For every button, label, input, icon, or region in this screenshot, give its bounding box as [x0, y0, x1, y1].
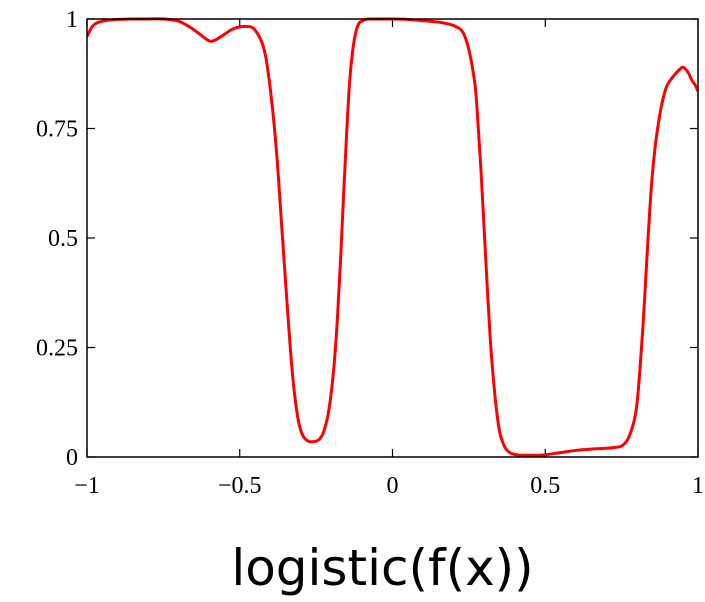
x-tick-label: 0	[387, 473, 399, 499]
x-axis-label: logistic(f(x))	[231, 539, 533, 597]
labels-layer: −1 −0.5 0 0.5 1 0 0.25 0.5 0.75 1	[36, 7, 704, 499]
y-tick-label: 0.75	[36, 117, 78, 143]
axes-box	[86, 18, 699, 458]
y-tick-label: 0.25	[36, 336, 78, 362]
x-tick-label: 0.5	[530, 473, 560, 499]
y-tick-label: 0.5	[48, 226, 78, 252]
x-tick-label: −0.5	[218, 473, 262, 499]
plot-layer	[87, 17, 698, 457]
x-tick-label: −1	[74, 473, 100, 499]
x-tick-label: 1	[692, 473, 704, 499]
ticks-layer	[86, 18, 699, 458]
y-tick-label: 1	[66, 7, 78, 33]
y-tick-label: 0	[66, 445, 78, 471]
series-line	[87, 17, 698, 457]
